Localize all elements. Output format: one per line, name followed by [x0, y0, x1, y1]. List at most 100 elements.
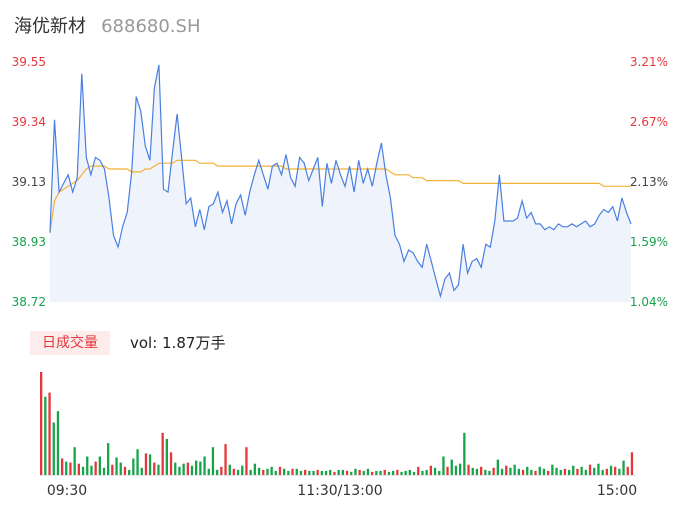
- volume-bar: [421, 470, 424, 475]
- volume-bar: [404, 470, 407, 475]
- volume-bar: [81, 466, 85, 475]
- volume-bar: [542, 468, 546, 475]
- volume-bar: [551, 464, 554, 475]
- volume-bar: [312, 470, 315, 475]
- stock-name: 海优新材: [14, 16, 86, 37]
- volume-bar: [291, 468, 294, 475]
- volume-bar: [547, 470, 550, 475]
- volume-bar: [232, 468, 235, 475]
- volume-bar: [266, 468, 269, 475]
- volume-bar: [207, 468, 210, 475]
- volume-bar: [52, 422, 55, 475]
- x-tick-label: 09:30: [47, 483, 87, 499]
- volume-bar: [396, 469, 399, 476]
- volume-bar: [597, 463, 600, 475]
- volume-badge[interactable]: 日成交量: [30, 331, 110, 355]
- volume-bar: [484, 469, 487, 476]
- volume-bar: [630, 452, 634, 475]
- volume-bar: [492, 467, 495, 475]
- price-line: [49, 64, 632, 299]
- volume-bar: [417, 466, 420, 475]
- y-tick-right-label: 3.21%: [630, 55, 668, 69]
- volume-bar: [618, 468, 621, 475]
- volume-bar: [350, 471, 353, 475]
- volume-bar: [136, 449, 139, 476]
- volume-bar: [358, 469, 361, 476]
- volume-bar: [400, 471, 403, 475]
- volume-bar: [442, 456, 445, 475]
- volume-bar: [115, 457, 118, 475]
- y-tick-left-label: 38.72: [12, 295, 46, 309]
- volume-bar: [90, 465, 93, 475]
- volume-bar: [593, 467, 596, 475]
- volume-bar: [563, 468, 567, 475]
- volume-bar: [576, 468, 579, 475]
- volume-bar: [40, 372, 43, 475]
- volume-bar: [102, 467, 106, 475]
- volume-bar: [459, 463, 462, 475]
- volume-bar: [383, 469, 386, 476]
- volume-bar: [467, 464, 470, 475]
- volume-bar: [517, 468, 520, 475]
- volume-bar: [132, 458, 135, 475]
- volume-bar: [245, 447, 248, 475]
- volume-bar: [463, 432, 466, 475]
- volume-bar: [73, 447, 76, 475]
- volume-bar: [366, 468, 370, 475]
- volume-bar: [588, 464, 592, 475]
- volume-bar: [480, 466, 483, 475]
- volume-bar: [521, 469, 525, 476]
- volume-bar: [329, 469, 332, 476]
- stock-code: 688680.SH: [101, 16, 201, 37]
- volume-bar: [69, 462, 72, 475]
- y-tick-left-label: 39.34: [12, 115, 46, 129]
- volume-bar: [128, 469, 131, 476]
- price-area: [50, 64, 631, 303]
- x-tick-label: 15:00: [597, 483, 637, 499]
- average-price-line: [49, 159, 631, 233]
- volume-bar: [488, 470, 491, 475]
- volume-bar: [584, 469, 587, 476]
- volume-bar: [605, 468, 608, 475]
- volume-bar: [513, 464, 516, 475]
- y-tick-left-label: 39.55: [12, 55, 46, 69]
- volume-bar: [111, 464, 114, 475]
- volume-bar: [509, 467, 512, 475]
- volume-bar: [568, 469, 571, 476]
- volume-bar: [119, 462, 122, 475]
- volume-bar: [220, 466, 223, 475]
- volume-bar: [354, 468, 357, 475]
- volume-bar: [392, 470, 395, 475]
- volume-bar: [211, 447, 215, 475]
- volume-bar: [375, 470, 378, 475]
- volume-bar: [534, 470, 537, 475]
- volume-bar: [555, 467, 558, 475]
- volume-bar: [446, 466, 449, 475]
- volume-bar: [324, 470, 328, 475]
- volume-bar: [278, 466, 282, 475]
- volume-bar: [157, 464, 160, 475]
- volume-bar: [287, 470, 290, 475]
- volume-bar: [253, 463, 256, 475]
- volume-bar: [148, 454, 152, 475]
- volume-bar: [190, 465, 194, 475]
- volume-bar: [274, 470, 277, 475]
- volume-bar: [379, 470, 382, 475]
- volume-bar: [228, 464, 231, 475]
- volume-bar: [412, 471, 416, 475]
- y-tick-left-label: 38.93: [12, 235, 46, 249]
- x-tick-label: 11:30/13:00: [297, 483, 382, 499]
- volume-bar: [182, 463, 185, 475]
- volume-bar: [61, 458, 64, 475]
- volume-bar: [408, 469, 411, 476]
- volume-bar: [320, 470, 323, 475]
- volume-bar: [169, 452, 173, 475]
- volume-bar: [224, 444, 227, 475]
- volume-bar: [107, 443, 110, 475]
- volume-bar: [203, 456, 206, 475]
- volume-bar: [257, 467, 261, 475]
- volume-bar: [195, 460, 198, 475]
- y-tick-right-label: 2.67%: [630, 115, 668, 129]
- volume-bar: [609, 465, 613, 475]
